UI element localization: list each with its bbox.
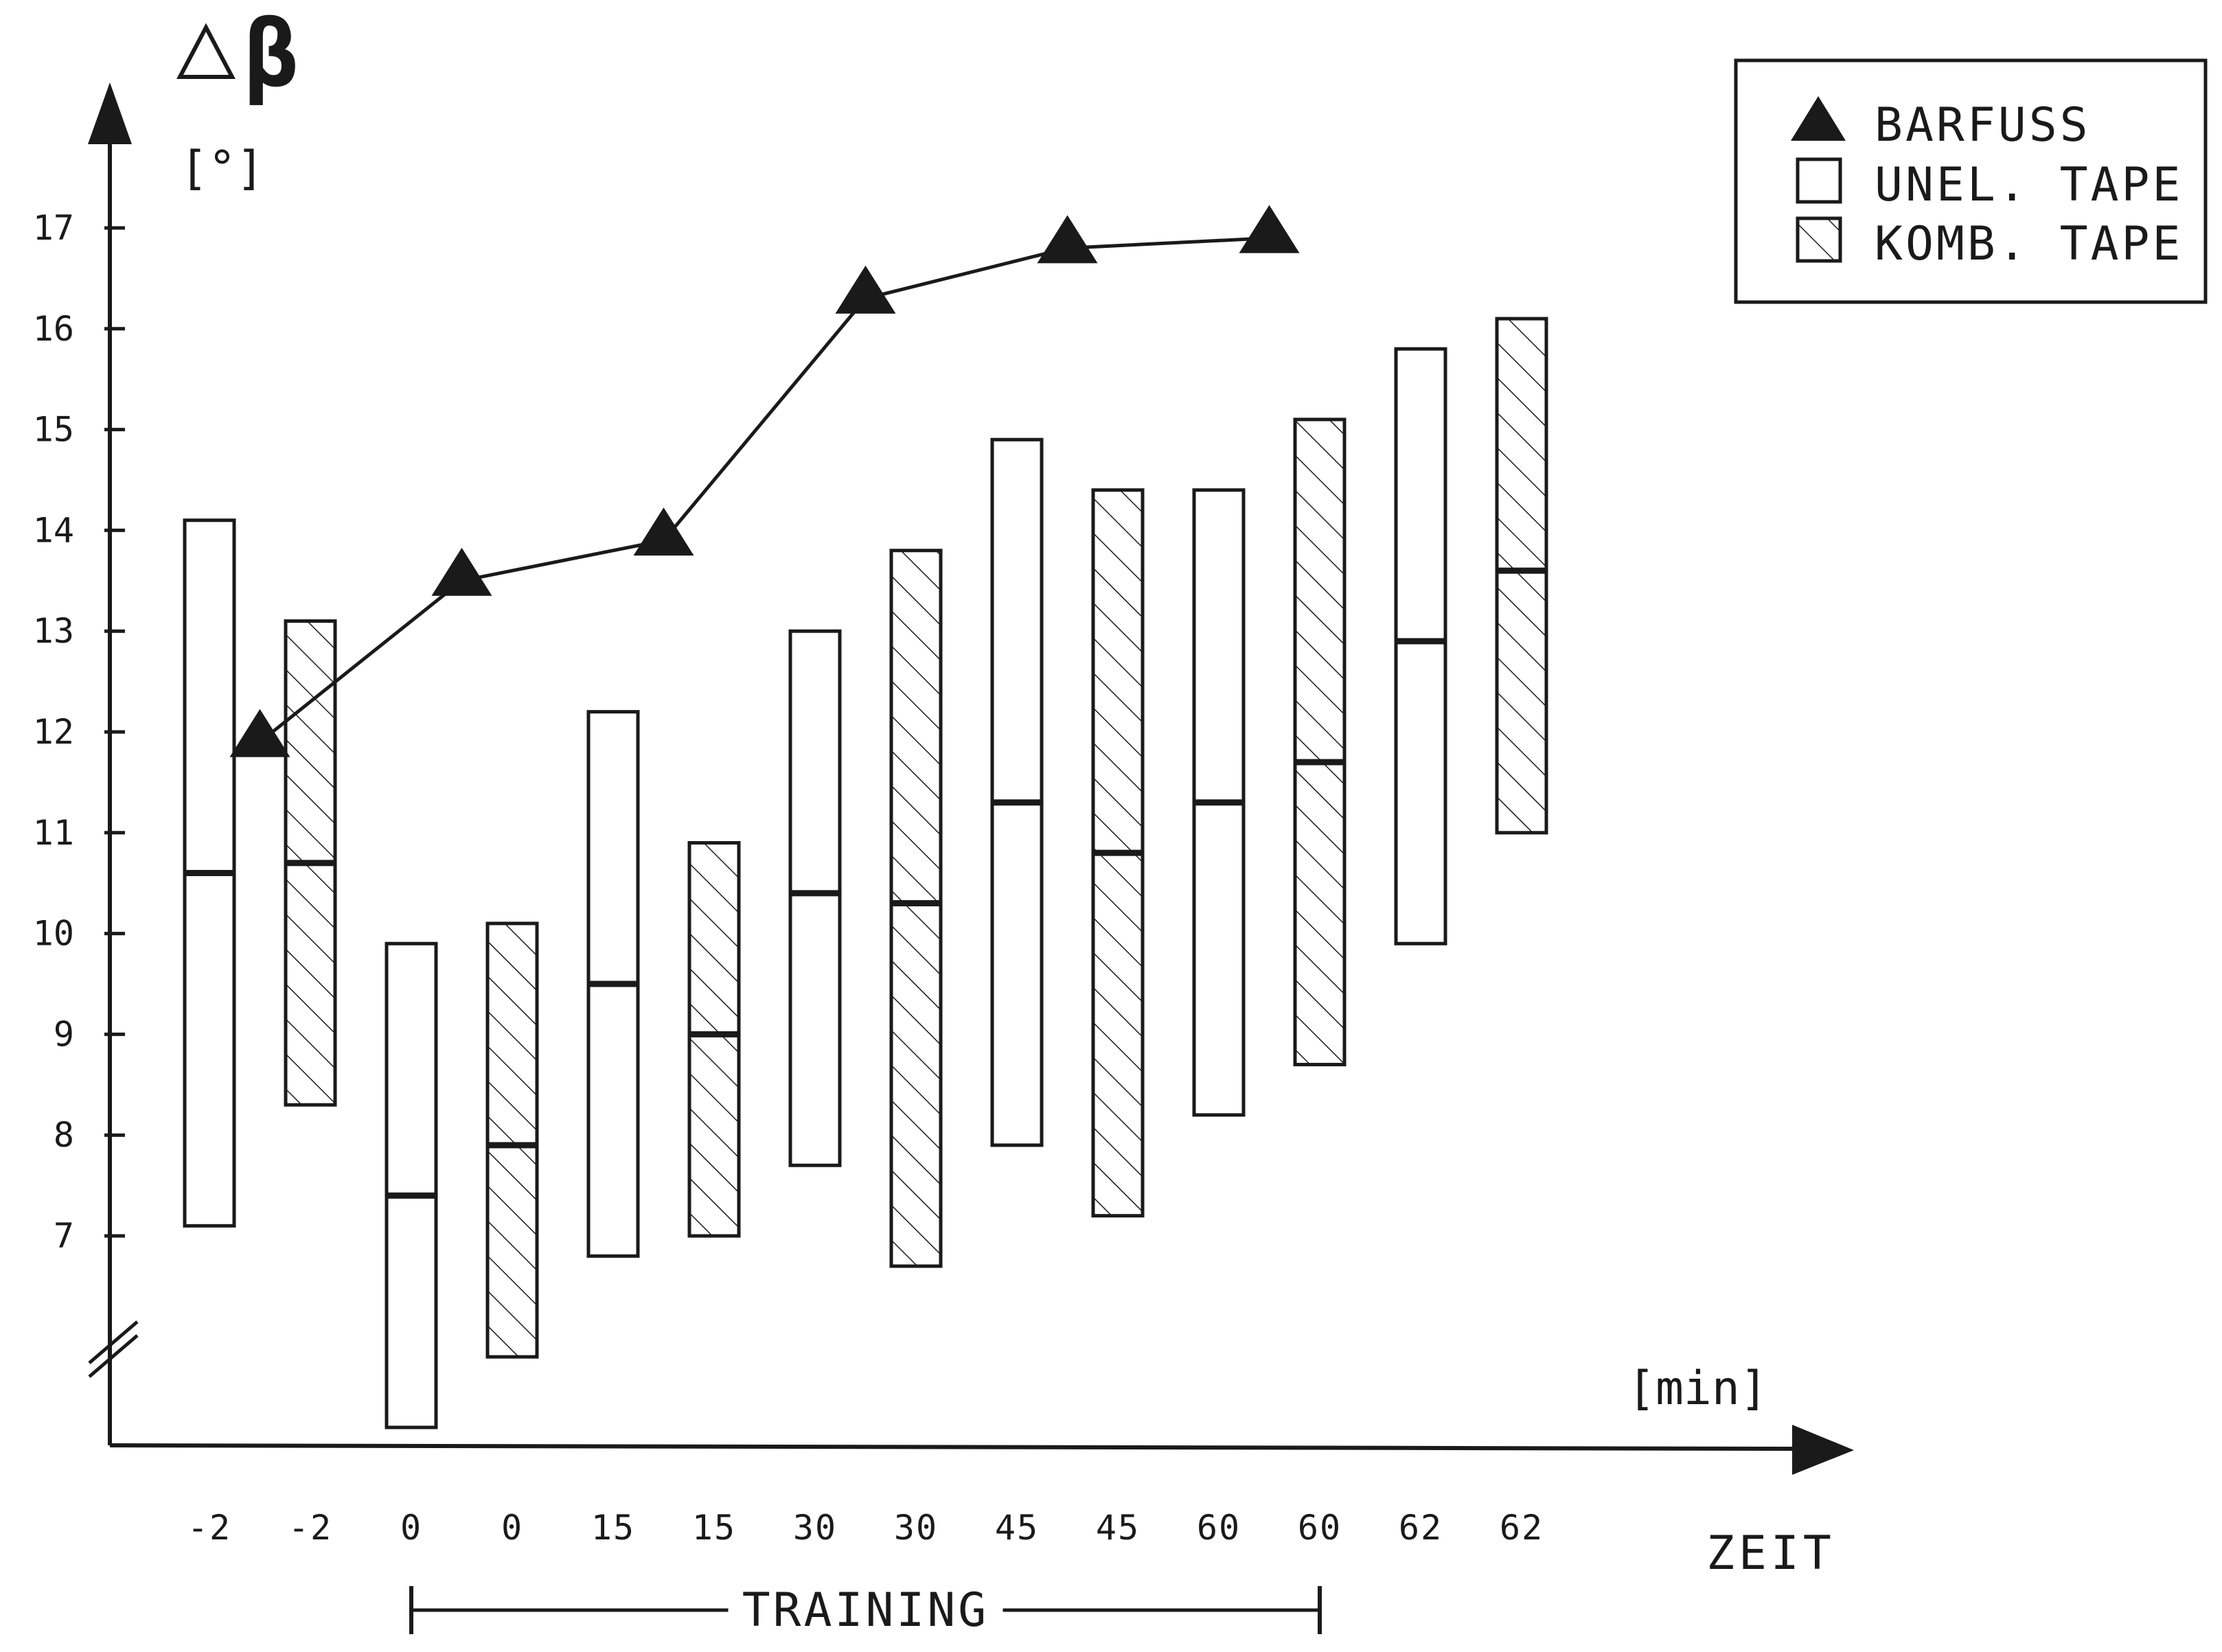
y-tick-label: 12 bbox=[33, 712, 74, 752]
x-tick-label: 62 bbox=[1500, 1508, 1544, 1548]
unel-tape-range-bar bbox=[788, 629, 842, 1167]
y-tick-label: 14 bbox=[33, 510, 74, 550]
x-tick-label: 30 bbox=[793, 1508, 837, 1548]
x-axis-title: ZEIT bbox=[1706, 1526, 1835, 1581]
unel-tape-range-bar bbox=[385, 941, 438, 1430]
x-axis-unit: [min] bbox=[1627, 1362, 1768, 1416]
legend-hatched-box-icon bbox=[1796, 216, 1842, 263]
x-tick-label: 45 bbox=[995, 1508, 1039, 1548]
x-tick-label: 45 bbox=[1096, 1508, 1140, 1548]
y-axis-unit: [°] bbox=[180, 141, 264, 196]
x-tick-label: 0 bbox=[501, 1508, 523, 1548]
barfuss-point bbox=[229, 709, 290, 757]
x-axis-line bbox=[109, 1443, 1800, 1451]
training-label: TRAINING bbox=[742, 1583, 989, 1638]
y-tick-label: 10 bbox=[33, 914, 74, 954]
komb-tape-range-bar bbox=[889, 549, 943, 1268]
x-axis-arrowhead bbox=[1792, 1425, 1854, 1475]
barfuss-point bbox=[1037, 215, 1098, 264]
y-axis-beta: β bbox=[244, 0, 299, 108]
axis-break-mark bbox=[88, 1320, 139, 1378]
legend-open-box-icon bbox=[1796, 157, 1842, 204]
x-ticks: -2 -2 0 0 15 15 30 30 45 45 60 60 62 62 bbox=[187, 1508, 1544, 1548]
y-tick-label: 8 bbox=[54, 1115, 74, 1155]
komb-tape-range-bar bbox=[1495, 317, 1548, 835]
y-axis-arrowhead bbox=[88, 82, 132, 144]
delta-symbol bbox=[176, 23, 236, 79]
y-tick-label: 17 bbox=[33, 208, 74, 248]
y-tick-label: 16 bbox=[33, 309, 74, 349]
barfuss-point bbox=[835, 265, 896, 314]
x-tick-label: 30 bbox=[894, 1508, 938, 1548]
x-tick-label: 0 bbox=[400, 1508, 422, 1548]
barfuss-point bbox=[431, 547, 492, 596]
y-axis-title: △β β [°] bbox=[176, 0, 299, 196]
y-tick-label: 11 bbox=[33, 813, 74, 853]
legend-label-komb-tape: KOMB. TAPE bbox=[1875, 217, 2183, 271]
x-tick-label: -2 bbox=[288, 1508, 332, 1548]
y-tick-label: 15 bbox=[33, 410, 74, 450]
komb-tape-range-bar bbox=[485, 921, 539, 1359]
y-ticks: 7 8 9 10 11 12 13 14 15 16 17 bbox=[33, 208, 125, 1256]
unel-tape-range-bar bbox=[1394, 347, 1447, 945]
legend-label-unel-tape: UNEL. TAPE bbox=[1875, 158, 2183, 212]
barfuss-point bbox=[633, 507, 694, 556]
training-bracket: TRAINING bbox=[409, 1583, 1322, 1638]
unel-tape-range-bar bbox=[990, 437, 1044, 1147]
legend-triangle-icon bbox=[1791, 96, 1846, 141]
x-tick-label: 15 bbox=[692, 1508, 736, 1548]
x-tick-label: 62 bbox=[1399, 1508, 1443, 1548]
x-tick-label: 15 bbox=[591, 1508, 635, 1548]
komb-tape-range-bar bbox=[1293, 417, 1347, 1066]
legend-label-barfuss: BARFUSS bbox=[1875, 98, 2091, 152]
x-tick-label: 60 bbox=[1298, 1508, 1342, 1548]
legend: BARFUSS UNEL. TAPE KOMB. TAPE bbox=[1734, 58, 2208, 304]
barfuss-line bbox=[258, 236, 1270, 744]
axes bbox=[88, 82, 1854, 1475]
barfuss-point bbox=[1239, 205, 1300, 253]
y-tick-label: 9 bbox=[54, 1014, 74, 1054]
range-bars bbox=[183, 317, 1548, 1430]
y-tick-label: 13 bbox=[33, 611, 74, 651]
x-tick-label: -2 bbox=[187, 1508, 231, 1548]
barfuss-series bbox=[229, 205, 1300, 757]
y-tick-label: 7 bbox=[54, 1216, 74, 1256]
komb-tape-range-bar bbox=[687, 840, 741, 1238]
x-tick-label: 60 bbox=[1197, 1508, 1241, 1548]
